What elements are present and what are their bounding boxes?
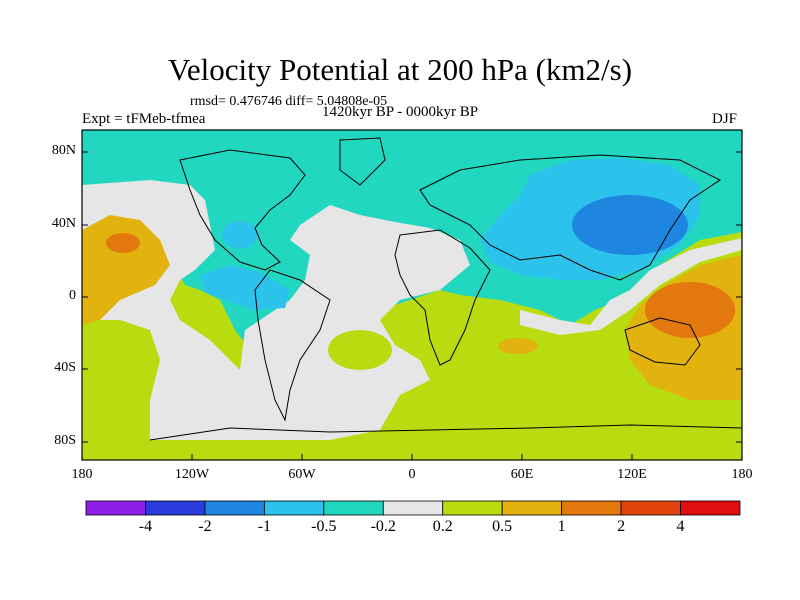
lat-label-0: 0: [69, 288, 76, 303]
stats-text: rmsd= 0.476746 diff= 5.04808e-05: [190, 94, 388, 109]
colorbar-swatch: [620, 500, 681, 516]
colorbar-label: 4: [676, 518, 685, 535]
season-label: DJF: [712, 111, 738, 127]
contour-orange-pacific: [645, 282, 735, 338]
colorbar-swatch: [442, 500, 503, 516]
contour-grey-africa: [330, 240, 430, 285]
lat-label-80n: 80N: [51, 143, 76, 158]
period-label: 1420kyr BP - 0000kyr BP: [322, 104, 479, 120]
coastline-north-america: [179, 149, 306, 271]
colorbar-label: 2: [617, 518, 626, 535]
colorbar-swatch: [680, 500, 741, 516]
lat-label-80s: 80S: [54, 433, 76, 448]
colorbar-label: -2: [198, 518, 212, 535]
lon-label-120w: 120W: [174, 467, 210, 482]
contour-gold-indian: [498, 338, 538, 354]
axis-ticks: [82, 151, 742, 460]
colorbar-label: -0.5: [311, 518, 337, 535]
colorbar-label: 0.2: [432, 518, 453, 535]
colorbar-label: 0.5: [492, 518, 513, 535]
lon-label-0: 0: [408, 467, 416, 482]
colorbar-swatch: [85, 500, 146, 516]
contour-sky-caribbean: [222, 221, 258, 249]
colorbar-swatch: [145, 500, 206, 516]
colorbar-swatch: [501, 500, 563, 516]
colorbar-label: -4: [138, 518, 153, 535]
lat-label-40s: 40S: [54, 360, 76, 375]
contour-orange-eastpacific: [106, 233, 140, 253]
contour-lime-blob: [328, 330, 392, 370]
colorbar-swatch: [323, 500, 384, 516]
lon-label-60w: 60W: [288, 467, 316, 482]
contour-gold-eastpacific: [82, 215, 170, 325]
colorbar-swatch: [204, 500, 265, 516]
coastline-australia: [624, 317, 701, 366]
lon-label-120e: 120E: [617, 467, 647, 482]
coastlines: [149, 137, 742, 441]
contour-sky-americas: [200, 265, 290, 310]
coastline-greenland: [339, 137, 386, 186]
contour-grey-pacific: [520, 238, 742, 335]
coastline-south-america: [254, 269, 331, 422]
colorbar-label: -0.2: [370, 518, 396, 535]
contour-blue-asia: [572, 195, 688, 255]
coastline-africa: [394, 229, 491, 366]
colorbar: [85, 500, 741, 516]
coastline-eurasia: [419, 154, 721, 281]
coastline-antarctica: [149, 424, 742, 441]
colorbar-swatch: [561, 500, 622, 516]
experiment-label: Expt = tFMeb-tfmea: [82, 111, 206, 127]
lon-label-60e: 60E: [510, 467, 534, 482]
colorbar-swatch: [382, 500, 444, 516]
colorbar-label: -1: [257, 518, 272, 535]
lat-label-40n: 40N: [51, 216, 76, 231]
colorbar-swatch: [263, 500, 325, 516]
lon-label-180e: 180: [731, 467, 753, 482]
contour-field: [82, 130, 742, 460]
lon-label-180w: 180: [71, 467, 93, 482]
chart-title: Velocity Potential at 200 hPa (km2/s): [167, 52, 633, 87]
colorbar-label: 1: [557, 518, 566, 535]
